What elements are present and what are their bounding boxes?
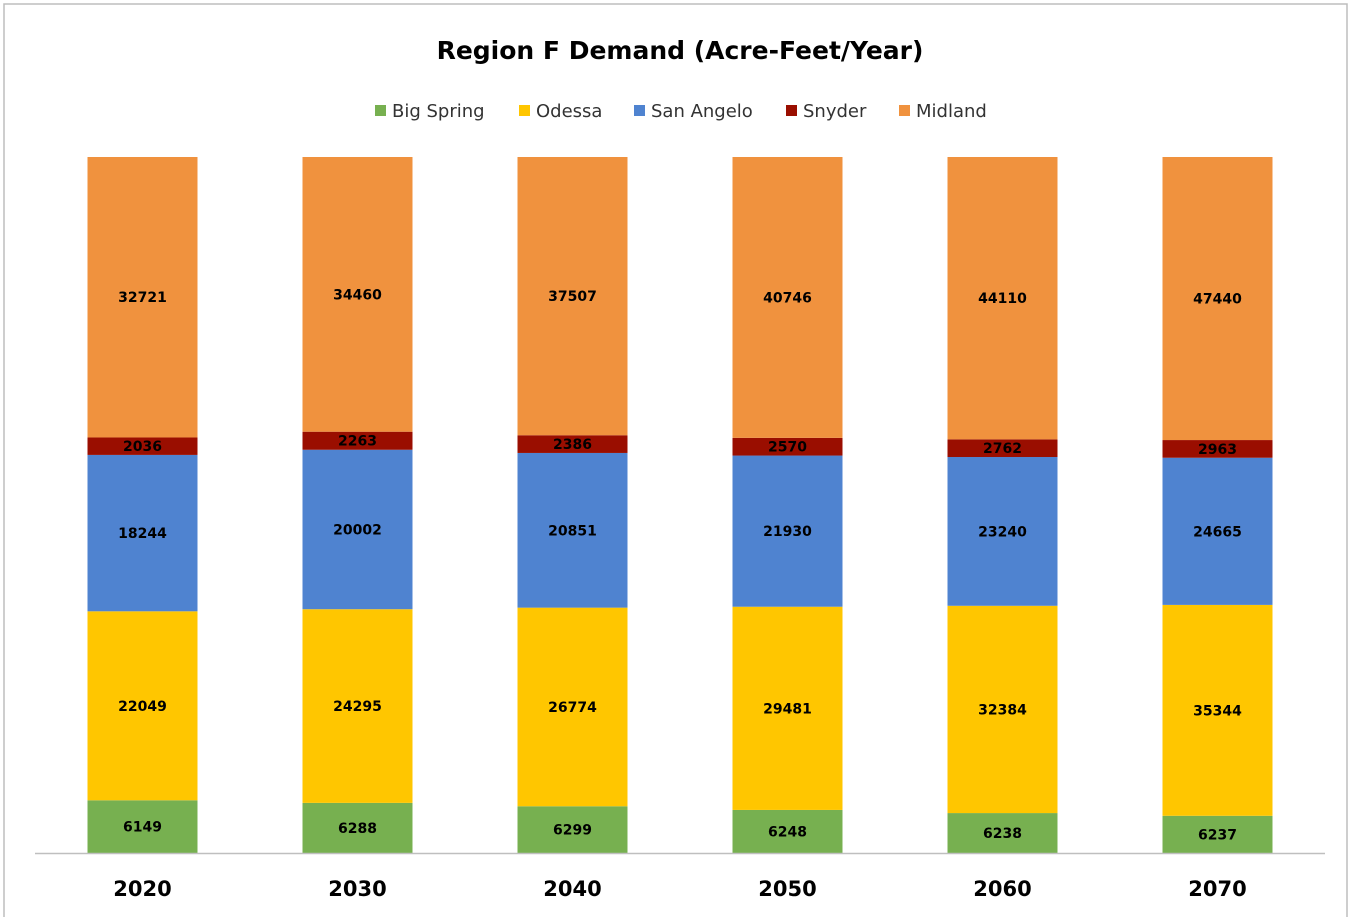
frame — [3, 3, 1348, 917]
data-label: 6238 — [983, 826, 1022, 842]
bar-segment — [947, 605, 1058, 814]
data-label: 44110 — [978, 291, 1027, 307]
bar-segment — [732, 455, 843, 607]
legend-label: Snyder — [803, 101, 867, 122]
x-tick-label: 2050 — [758, 877, 816, 901]
bar-segment — [87, 454, 198, 612]
legend-swatch — [899, 105, 910, 116]
data-label: 2963 — [1198, 442, 1237, 458]
data-label: 37507 — [548, 289, 597, 305]
data-label: 22049 — [118, 699, 167, 715]
legend-swatch — [519, 105, 530, 116]
bar-segment — [732, 437, 843, 456]
bar-segment — [302, 609, 413, 803]
data-label: 32384 — [978, 702, 1027, 718]
bar-segment — [87, 157, 198, 438]
bar-segment — [1162, 157, 1273, 441]
legend-swatch — [786, 105, 797, 116]
data-label: 23240 — [978, 524, 1027, 540]
bar-segment — [87, 611, 198, 801]
bar-segment — [517, 452, 628, 608]
data-label: 18244 — [118, 526, 167, 542]
bar-segment — [947, 457, 1058, 606]
data-label: 26774 — [548, 700, 597, 716]
legend-label: Odessa — [536, 101, 602, 122]
bar-segment — [517, 157, 628, 436]
data-label: 47440 — [1193, 292, 1242, 308]
bar-segment — [1162, 457, 1273, 605]
chart-title: Region F Demand (Acre-Feet/Year) — [437, 36, 924, 65]
bar-segment — [947, 439, 1058, 458]
bar-segment — [87, 437, 198, 455]
data-label: 6149 — [123, 820, 162, 836]
bar-segment — [947, 813, 1058, 853]
bar-segment — [732, 606, 843, 810]
bar-segment — [1162, 815, 1273, 853]
bar-segment — [87, 800, 198, 853]
data-label: 2762 — [983, 441, 1022, 457]
data-label: 2386 — [553, 437, 592, 453]
bar-segment — [732, 157, 843, 438]
data-label: 6288 — [338, 821, 377, 837]
data-label: 6299 — [553, 823, 592, 839]
x-tick-label: 2020 — [113, 877, 171, 901]
bar-segment — [1162, 604, 1273, 816]
data-label: 6248 — [768, 824, 807, 840]
legend-label: Midland — [916, 101, 987, 122]
bar-segment — [517, 607, 628, 807]
legend-label: Big Spring — [392, 101, 485, 122]
data-label: 2036 — [123, 439, 162, 455]
data-label: 34460 — [333, 287, 382, 303]
bar-segment — [1162, 440, 1273, 458]
x-tick-label: 2070 — [1188, 877, 1246, 901]
data-label: 29481 — [763, 701, 812, 717]
data-label: 2570 — [768, 440, 807, 456]
data-label: 40746 — [763, 290, 812, 306]
data-label: 32721 — [118, 290, 167, 306]
legend-swatch — [634, 105, 645, 116]
x-tick-label: 2040 — [543, 877, 601, 901]
data-label: 24665 — [1193, 524, 1242, 540]
legend-label: San Angelo — [651, 101, 753, 122]
data-label: 24295 — [333, 699, 382, 715]
data-label: 6237 — [1198, 827, 1237, 843]
bar-segment — [732, 809, 843, 853]
data-label: 35344 — [1193, 703, 1242, 719]
bar-segment — [302, 157, 413, 432]
data-label: 20851 — [548, 523, 597, 539]
bar-segment — [947, 157, 1058, 440]
x-tick-label: 2060 — [973, 877, 1031, 901]
data-label: 21930 — [763, 524, 812, 540]
bar-segment — [517, 435, 628, 453]
bar-segment — [517, 806, 628, 853]
bar-segment — [302, 449, 413, 610]
x-tick-label: 2030 — [328, 877, 386, 901]
data-label: 2263 — [338, 434, 377, 450]
legend-swatch — [375, 105, 386, 116]
data-label: 20002 — [333, 522, 382, 538]
bar-segment — [302, 431, 413, 450]
bar-segment — [302, 802, 413, 853]
